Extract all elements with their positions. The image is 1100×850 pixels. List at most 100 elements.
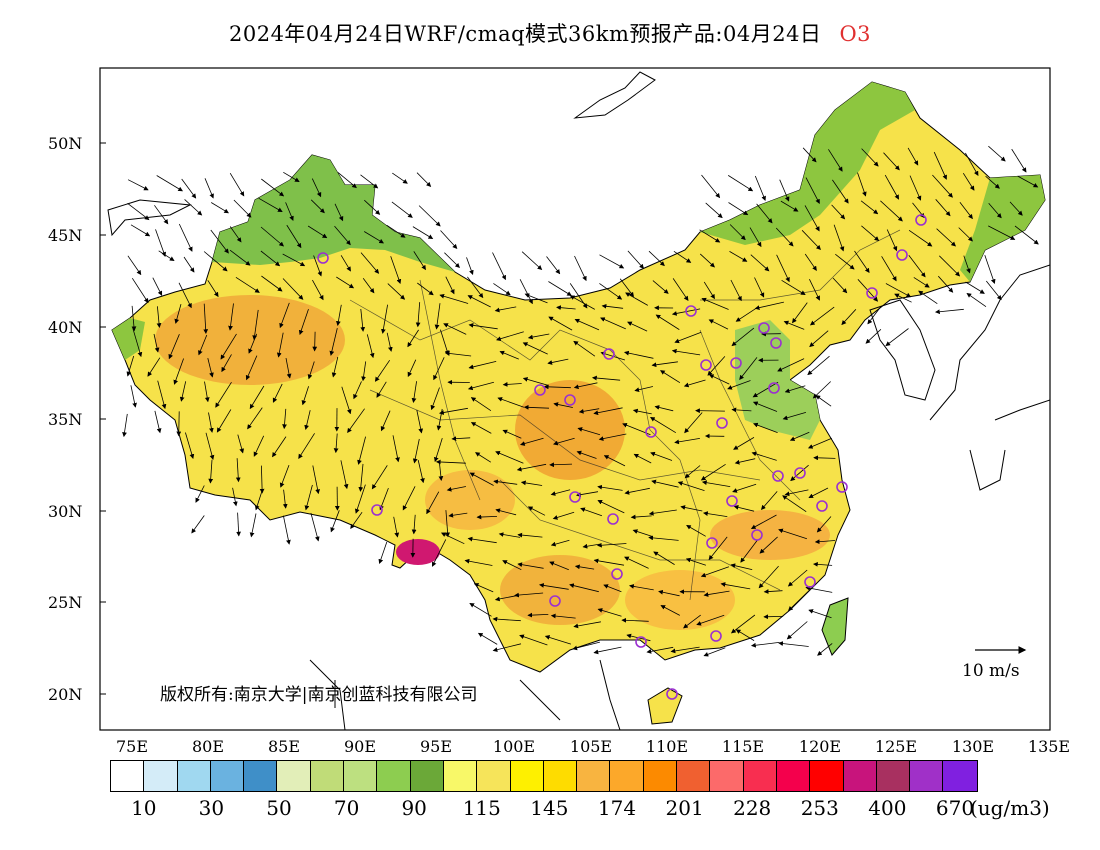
wind-arrow bbox=[411, 381, 417, 403]
wind-arrow bbox=[378, 541, 388, 565]
wind-arrow bbox=[374, 359, 391, 382]
wind-arrow bbox=[184, 199, 203, 216]
wind-arrow bbox=[334, 203, 344, 222]
wind-arrow bbox=[434, 303, 441, 330]
colorbar-label: 90 bbox=[401, 796, 427, 820]
wind-arrow bbox=[677, 481, 705, 491]
station-marker bbox=[896, 249, 908, 261]
station-marker bbox=[635, 636, 647, 648]
wind-arrow bbox=[660, 370, 681, 384]
wind-arrow bbox=[272, 436, 287, 458]
wind-arrow bbox=[601, 303, 624, 309]
wind-arrow bbox=[597, 608, 622, 617]
colorbar-swatch bbox=[577, 761, 611, 791]
wind-arrow bbox=[807, 355, 830, 376]
colorbar-swatch bbox=[111, 761, 145, 791]
wind-arrow bbox=[232, 487, 238, 507]
green-zone-north-plain bbox=[735, 320, 820, 440]
wind-arrow bbox=[543, 384, 571, 390]
wind-arrow bbox=[627, 321, 648, 332]
wind-arrow bbox=[918, 290, 938, 305]
wind-arrow bbox=[467, 276, 484, 299]
station-marker bbox=[804, 576, 816, 588]
wind-arrow bbox=[735, 307, 757, 322]
wind-arrow bbox=[913, 277, 930, 288]
station-marker bbox=[758, 322, 770, 334]
wind-arrow bbox=[467, 295, 491, 308]
lon-label-115: 115E bbox=[721, 737, 765, 756]
wind-arrow bbox=[376, 381, 387, 398]
wind-arrow bbox=[625, 292, 648, 306]
wind-arrow bbox=[205, 432, 215, 460]
wind-arrow bbox=[988, 225, 1016, 240]
wind-arrow bbox=[279, 464, 290, 488]
ozone-peak-southeast-tibet bbox=[396, 539, 440, 565]
wind-arrow bbox=[655, 314, 680, 330]
wind-arrow bbox=[988, 203, 1002, 219]
wind-arrow bbox=[597, 484, 623, 491]
wind-arrow bbox=[754, 301, 784, 310]
wind-arrow bbox=[191, 515, 205, 534]
wind-arrow bbox=[733, 505, 755, 512]
wind-arrow bbox=[813, 561, 833, 567]
wind-arrow bbox=[808, 487, 829, 498]
lat-label-30: 30N bbox=[48, 502, 83, 521]
wind-arrow bbox=[651, 361, 678, 368]
colorbar-label: 253 bbox=[800, 796, 839, 820]
colorbar-label: 115 bbox=[462, 796, 501, 820]
colorbar-swatch bbox=[177, 761, 211, 791]
station-marker bbox=[772, 470, 784, 482]
wind-arrow bbox=[539, 583, 569, 590]
wind-arrow bbox=[366, 334, 375, 359]
wind-arrow bbox=[360, 174, 379, 189]
lon-label-110: 110E bbox=[645, 737, 689, 756]
wind-arrow bbox=[285, 202, 294, 221]
wind-arrow bbox=[448, 512, 468, 518]
colorbar-swatch bbox=[477, 761, 511, 791]
wind-arrow bbox=[599, 283, 623, 300]
wind-arrow bbox=[777, 358, 805, 372]
japan-outline bbox=[929, 264, 1050, 491]
wind-arrow bbox=[307, 225, 328, 239]
wind-arrow bbox=[731, 407, 752, 413]
wind-arrow bbox=[470, 397, 492, 412]
wind-arrow bbox=[703, 590, 730, 597]
wind-arrow bbox=[492, 252, 506, 281]
wind-arrow bbox=[867, 305, 882, 325]
colorbar-swatch bbox=[743, 761, 777, 791]
wind-arrow bbox=[881, 256, 897, 282]
wind-arrow bbox=[632, 408, 652, 415]
colorbar-swatch bbox=[144, 761, 178, 791]
wind-arrow bbox=[520, 480, 543, 486]
wind-arrow bbox=[790, 464, 809, 482]
wind-arrow bbox=[390, 256, 402, 285]
station-marker bbox=[726, 495, 738, 507]
wind-arrow bbox=[933, 151, 947, 180]
mongolia-lake-outline bbox=[573, 71, 656, 119]
lon-label-130: 130E bbox=[951, 737, 995, 756]
wind-arrow bbox=[334, 225, 351, 246]
wind-arrow bbox=[1011, 148, 1027, 173]
wind-arrow bbox=[801, 230, 821, 250]
wind-arrow bbox=[469, 602, 492, 617]
wind-arrow bbox=[208, 459, 214, 484]
wind-arrow bbox=[282, 253, 306, 267]
wind-arrow bbox=[445, 276, 455, 295]
wind-arrow bbox=[734, 458, 756, 465]
wind-arrow bbox=[523, 404, 550, 410]
lat-label-25: 25N bbox=[48, 593, 83, 612]
wind-arrow bbox=[341, 386, 352, 415]
colorbar-label: 30 bbox=[198, 796, 225, 820]
wind-arrow bbox=[127, 202, 150, 221]
wind-arrow bbox=[907, 147, 919, 166]
station-marker bbox=[685, 305, 697, 317]
wind-arrow bbox=[311, 178, 322, 198]
wind-arrow bbox=[784, 489, 809, 497]
wind-arrow bbox=[759, 536, 778, 554]
wind-arrow bbox=[703, 281, 715, 300]
wind-arrow bbox=[336, 304, 342, 326]
wind-arrow bbox=[477, 632, 498, 645]
wind-arrow bbox=[553, 437, 575, 446]
colorbar-swatch bbox=[610, 761, 644, 791]
lat-label-20: 20N bbox=[48, 685, 83, 704]
